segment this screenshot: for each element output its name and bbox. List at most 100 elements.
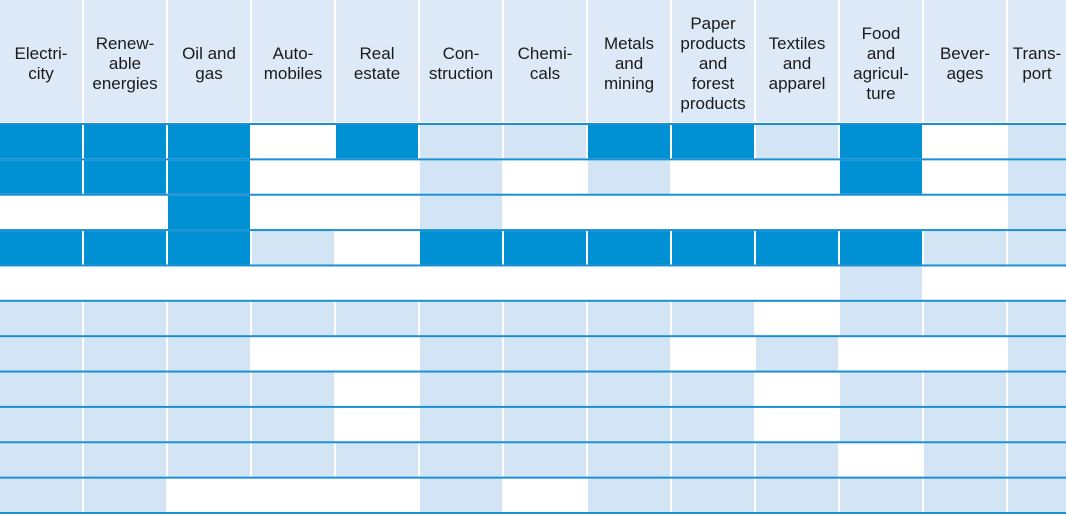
heatmap-cell [336, 125, 418, 159]
heatmap-cell [504, 160, 586, 194]
column-header-label: Auto- [273, 44, 314, 63]
heatmap-cell [336, 407, 418, 442]
heatmap-cell [0, 337, 82, 371]
heatmap-cell [924, 337, 1006, 371]
row-divider [0, 158, 1066, 161]
heatmap-cell [168, 372, 250, 406]
column-header-bg [1008, 0, 1066, 122]
heatmap-cell [336, 195, 418, 230]
heatmap-cell [84, 337, 166, 371]
heatmap-cell [672, 231, 754, 265]
heatmap-cell [588, 125, 670, 159]
heatmap-cell [924, 125, 1006, 159]
heatmap-cell [588, 266, 672, 300]
heatmap-cell [336, 337, 418, 371]
column-header-label: ages [947, 64, 984, 83]
cell-grid [0, 125, 1066, 512]
heatmap-cell [756, 337, 838, 371]
column-header-label: mining [604, 74, 654, 93]
heatmap-cell [336, 372, 418, 406]
heatmap-cell [756, 372, 838, 406]
heatmap-cell [84, 125, 166, 159]
heatmap-cell [672, 478, 754, 512]
heatmap-cell [168, 478, 252, 512]
column-header: Chemi-cals [504, 0, 586, 122]
column-header-bg [504, 0, 586, 122]
heatmap-cell [1008, 407, 1066, 442]
heatmap-cell [756, 195, 840, 230]
column-header-label: Con- [443, 44, 480, 63]
heatmap-cell [840, 301, 922, 336]
column-header-bg [252, 0, 334, 122]
column-header-label: Chemi- [518, 44, 573, 63]
heatmap-cell [504, 407, 586, 442]
heatmap-cell [336, 266, 420, 300]
heatmap-cell [168, 231, 250, 265]
heatmap-cell [672, 301, 754, 336]
heatmap-cell [504, 301, 586, 336]
column-header-bg [672, 0, 754, 122]
column-header-label: forest [692, 74, 735, 93]
heatmap-cell [420, 337, 502, 371]
heatmap-cell [756, 125, 838, 159]
heatmap-cell [420, 478, 502, 512]
heatmap-cell [840, 231, 922, 265]
heatmap-cell [924, 195, 1006, 230]
heatmap-cell [420, 125, 502, 159]
column-header-label: products [680, 94, 745, 113]
heatmap-cell [252, 478, 336, 512]
heatmap-cell [420, 301, 502, 336]
column-header-label: and [699, 54, 727, 73]
heatmap-cell [1008, 195, 1066, 230]
heatmap-cell [168, 337, 250, 371]
column-header-bg [924, 0, 1006, 122]
heatmap-cell [0, 231, 82, 265]
column-header-label: gas [195, 64, 222, 83]
heatmap-cell [924, 478, 1006, 512]
heatmap-cell [84, 195, 166, 230]
heatmap-cell [756, 231, 838, 265]
heatmap-cell [1008, 372, 1066, 406]
heatmap-cell [504, 372, 586, 406]
heatmap-cell [756, 443, 838, 477]
heatmap-cell [252, 125, 334, 159]
column-header-label: Paper [690, 14, 736, 33]
heatmap-cell [252, 231, 334, 265]
column-header-label: able [109, 54, 141, 73]
column-header-label: and [783, 54, 811, 73]
heatmap-cell [756, 266, 838, 300]
heatmap-cell [756, 478, 838, 512]
column-header-bg [840, 0, 922, 122]
column-header-label: Real [360, 44, 395, 63]
column-header-bg [420, 0, 502, 122]
heatmap-cell [336, 301, 418, 336]
column-header-bg [588, 0, 670, 122]
heatmap-cell [168, 443, 250, 477]
heatmap-cell [252, 160, 336, 194]
heatmap-cell [168, 160, 250, 194]
column-header-label: Electri- [15, 44, 68, 63]
heatmap-cell [924, 266, 1008, 300]
heatmap-cell [84, 372, 166, 406]
heatmap-cell [588, 231, 670, 265]
heatmap-cell [1008, 160, 1066, 194]
heatmap-cell [420, 160, 502, 194]
heatmap-cell [504, 125, 586, 159]
heatmap-cell [84, 160, 166, 194]
row-divider-lines [0, 123, 1066, 514]
heatmap-cell [588, 443, 670, 477]
heatmap-cell [1008, 443, 1066, 477]
heatmap-cell [588, 337, 670, 371]
heatmap-cell [420, 407, 502, 442]
column-header-label: port [1022, 64, 1052, 83]
heatmap-cell [1008, 125, 1066, 159]
heatmap-cell [504, 443, 586, 477]
heatmap-cell [672, 407, 754, 442]
heatmap-cell [0, 443, 82, 477]
heatmap-cell [588, 372, 670, 406]
heatmap-cell [420, 231, 502, 265]
